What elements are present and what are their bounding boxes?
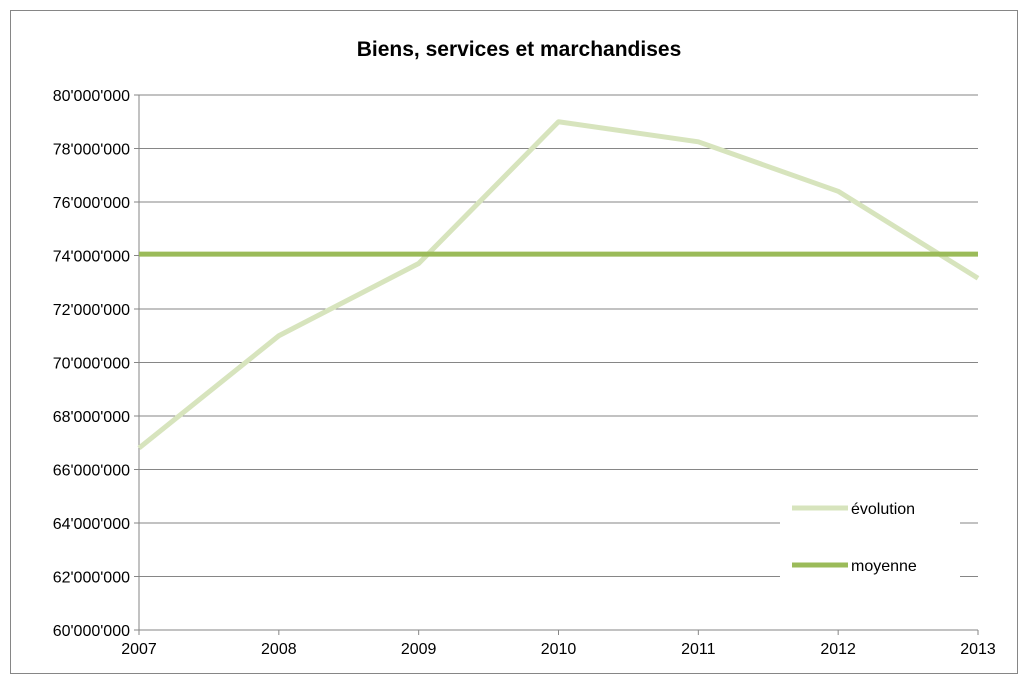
y-tick-label: 64'000'000 [53, 516, 130, 533]
y-tick-label: 62'000'000 [53, 570, 130, 587]
legend-label-moyenne: moyenne [851, 558, 917, 575]
y-tick-label: 78'000'000 [53, 142, 130, 159]
y-tick-label: 70'000'000 [53, 356, 130, 373]
y-tick-label: 68'000'000 [53, 409, 130, 426]
y-tick-label: 74'000'000 [53, 249, 130, 266]
x-tick-label: 2007 [121, 641, 157, 658]
y-tick-label: 76'000'000 [53, 195, 130, 212]
legend-background [780, 488, 960, 592]
y-tick-label: 80'000'000 [53, 88, 130, 105]
x-tick-label: 2013 [960, 641, 996, 658]
series-lines [137, 119, 980, 451]
chart-title: Biens, services et marchandises [357, 38, 682, 61]
series-line-evolution [137, 119, 980, 451]
y-tick-label: 66'000'000 [53, 463, 130, 480]
legend-label-evolution: évolution [851, 501, 915, 518]
x-tick-label: 2009 [401, 641, 437, 658]
y-tick-label: 60'000'000 [53, 623, 130, 640]
x-tick-label: 2010 [541, 641, 577, 658]
axes: 60'000'000 62'000'000 64'000'000 66'000'000… [53, 88, 996, 658]
legend: évolution moyenne [780, 488, 960, 592]
x-tick-label: 2008 [261, 641, 297, 658]
x-tick-label: 2011 [681, 641, 716, 658]
x-tick-label: 2012 [820, 641, 856, 658]
y-tick-label: 72'000'000 [53, 302, 130, 319]
